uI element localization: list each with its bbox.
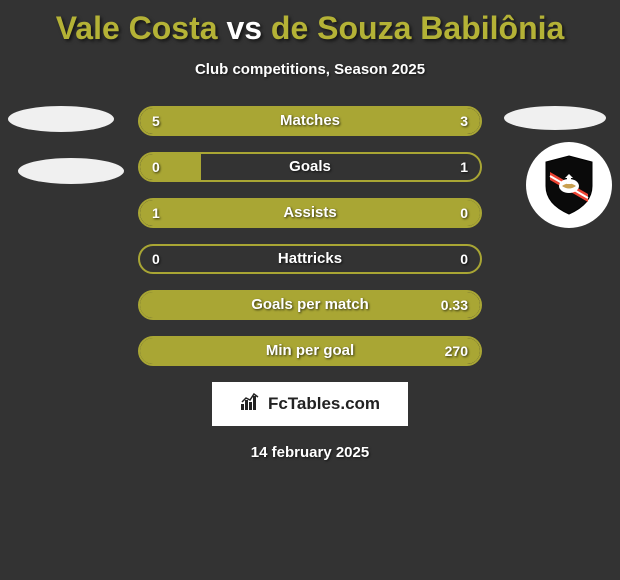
player1-badge-2 — [18, 158, 124, 184]
page-title: Vale Costa vs de Souza Babilônia — [0, 0, 620, 47]
stat-row: 00Hattricks — [138, 244, 482, 274]
stat-row: 0.33Goals per match — [138, 290, 482, 320]
stat-row: 10Assists — [138, 198, 482, 228]
stat-label: Goals per match — [140, 292, 480, 318]
footer-brand-text: FcTables.com — [268, 394, 380, 414]
shield-icon — [542, 154, 596, 216]
player2-name: de Souza Babilônia — [271, 10, 564, 46]
stat-label: Min per goal — [140, 338, 480, 364]
stat-row: 53Matches — [138, 106, 482, 136]
footer-brand-badge[interactable]: FcTables.com — [212, 382, 408, 426]
stat-row: 01Goals — [138, 152, 482, 182]
player2-club-badge — [526, 142, 612, 228]
player1-name: Vale Costa — [56, 10, 218, 46]
stat-label: Matches — [140, 108, 480, 134]
stat-label: Assists — [140, 200, 480, 226]
chart-icon — [240, 392, 262, 417]
subtitle: Club competitions, Season 2025 — [0, 61, 620, 78]
player1-badge-1 — [8, 106, 114, 132]
player2-badge-1 — [504, 106, 606, 130]
stat-label: Hattricks — [140, 246, 480, 272]
date-text: 14 february 2025 — [0, 444, 620, 461]
stat-row: 270Min per goal — [138, 336, 482, 366]
stat-label: Goals — [140, 154, 480, 180]
stats-rows: 53Matches 01Goals 10Assists 00Hattricks 0.33… — [138, 106, 482, 366]
stats-content: 53Matches 01Goals 10Assists 00Hattricks 0.33… — [0, 106, 620, 366]
vs-text: vs — [226, 10, 262, 46]
